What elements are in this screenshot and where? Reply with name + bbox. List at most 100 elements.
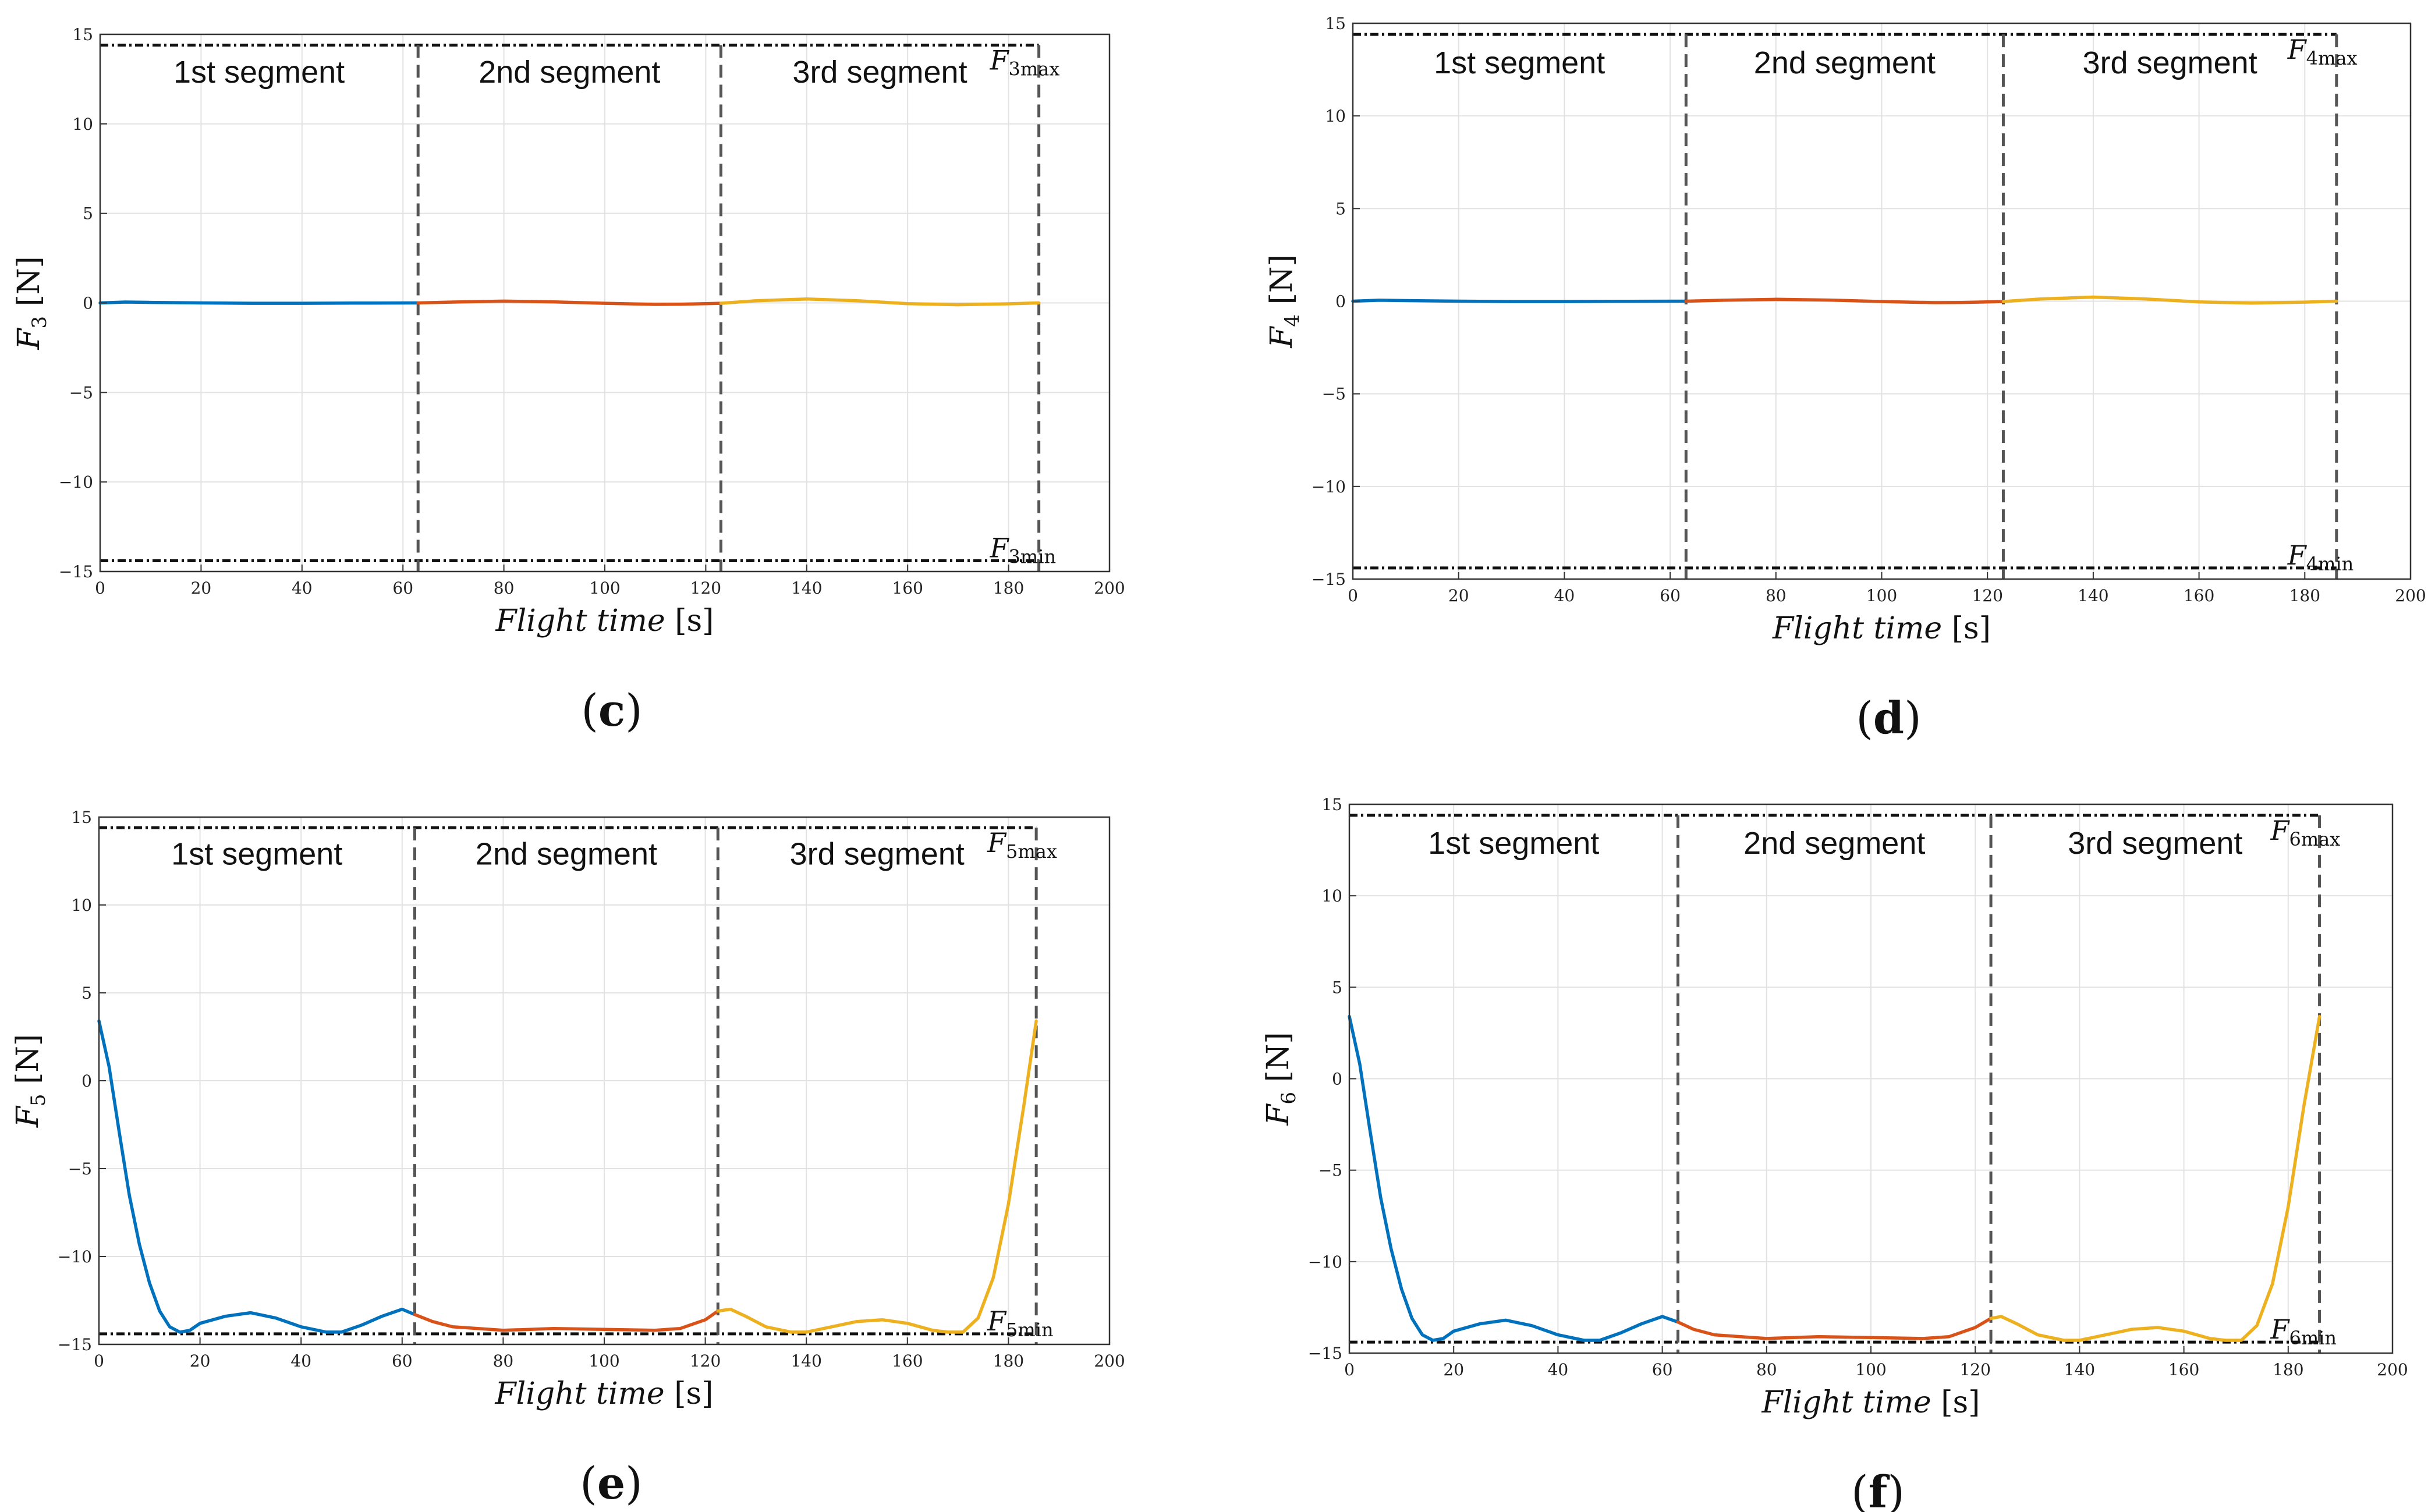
x-tick-label: 40 <box>290 1351 311 1371</box>
x-tick-label: 60 <box>1652 1360 1673 1379</box>
x-tick-label: 100 <box>589 1351 619 1371</box>
y-tick-label: 5 <box>83 204 93 223</box>
x-axis-title: Flight time [s] <box>495 604 714 638</box>
series-line-3 <box>716 1019 1038 1334</box>
y-tick-label: 15 <box>72 25 93 44</box>
x-tick-label: 180 <box>993 1351 1024 1371</box>
y-tick-label: 0 <box>1335 292 1346 311</box>
segment-label: 3rd segment <box>792 55 967 90</box>
y-tick-label: −15 <box>59 562 93 581</box>
y-tick-label: 15 <box>71 808 92 827</box>
y-tick-label: −5 <box>68 1159 92 1179</box>
x-tick-label: 140 <box>791 578 822 598</box>
x-tick-label: 180 <box>2273 1360 2303 1379</box>
x-tick-label: 0 <box>1344 1360 1355 1379</box>
panel-c: 0 20 40 60 80 100 120 140 160 180 200 −15 −10 −5 0 5 10 1… <box>12 25 1125 736</box>
x-tick-label: 120 <box>1959 1360 1990 1379</box>
y-tick-label: 5 <box>1332 978 1342 997</box>
x-tick-label: 60 <box>392 1351 413 1371</box>
y-tick-label: 5 <box>1335 199 1346 218</box>
panel-label: (c) <box>581 684 643 736</box>
series-line-2 <box>413 1309 720 1332</box>
panel-label: (f) <box>1851 1466 1905 1512</box>
max-bound-label: F6max <box>2270 815 2341 850</box>
x-tick-label: 100 <box>1866 586 1897 605</box>
y-tick-label: 15 <box>1321 795 1342 814</box>
x-tick-label: 60 <box>392 578 413 598</box>
y-tick-label: 10 <box>72 115 93 134</box>
series-line-1 <box>1351 299 1688 303</box>
x-tick-label: 160 <box>2168 1360 2199 1379</box>
series-line-3 <box>1989 1014 2321 1342</box>
max-bound-label: F5max <box>987 827 1057 863</box>
series-line-1 <box>97 1019 417 1334</box>
segment-label: 3rd segment <box>790 837 965 872</box>
x-tick-label: 120 <box>690 1351 721 1371</box>
y-axis-title: F5 [N] <box>10 1034 50 1128</box>
panel-e: 0 20 40 60 80 100 120 140 160 180 200 −15 −10 −5 0 5 10 1… <box>10 808 1125 1509</box>
min-bound-label: F6min <box>2270 1314 2337 1349</box>
x-tick-label: 160 <box>892 1351 923 1371</box>
x-tick-label: 20 <box>1448 586 1469 605</box>
segment-label: 3rd segment <box>2083 45 2257 80</box>
y-tick-label: −5 <box>1318 1161 1342 1180</box>
segment-label: 2nd segment <box>1754 45 1936 80</box>
y-tick-label: −15 <box>1312 570 1346 589</box>
y-tick-label: 10 <box>1321 886 1342 906</box>
x-tick-label: 120 <box>690 578 721 598</box>
x-tick-label: 80 <box>493 1351 514 1371</box>
x-tick-label: 40 <box>1554 586 1575 605</box>
max-bound-label: F4max <box>2287 34 2358 69</box>
y-axis-title: F3 [N] <box>12 256 51 350</box>
y-tick-label: −10 <box>1308 1252 1342 1272</box>
segment-label: 1st segment <box>1434 45 1605 80</box>
y-tick-label: −10 <box>58 1247 92 1266</box>
y-tick-label: 10 <box>71 896 92 915</box>
panel-d: 0 20 40 60 80 100 120 140 160 180 200 −15 −10 −5 0 5 10 1… <box>1264 14 2426 744</box>
segment-label: 1st segment <box>1428 826 1599 861</box>
y-tick-label: −10 <box>59 473 93 492</box>
x-tick-label: 100 <box>589 578 620 598</box>
x-tick-label: 200 <box>2395 586 2426 605</box>
segment-label: 3rd segment <box>2068 826 2242 861</box>
x-tick-label: 140 <box>2078 586 2108 605</box>
y-tick-label: −10 <box>1312 477 1346 496</box>
x-tick-label: 120 <box>1972 586 2002 605</box>
y-tick-label: 0 <box>81 1071 92 1091</box>
y-axis-title: F4 [N] <box>1264 254 1304 348</box>
y-tick-label: 15 <box>1325 14 1346 33</box>
y-tick-label: 5 <box>81 984 92 1003</box>
panel-label: (d) <box>1856 692 1921 744</box>
x-tick-label: 180 <box>2289 586 2320 605</box>
x-tick-label: 80 <box>494 578 515 598</box>
x-tick-label: 60 <box>1660 586 1681 605</box>
segment-label: 2nd segment <box>476 837 657 872</box>
y-tick-label: −15 <box>58 1335 92 1354</box>
x-tick-label: 80 <box>1766 586 1787 605</box>
x-axis-title: Flight time [s] <box>495 1376 714 1411</box>
x-axis-title: Flight time [s] <box>1772 611 1991 646</box>
y-tick-label: 10 <box>1325 107 1346 126</box>
x-tick-label: 140 <box>2064 1360 2095 1379</box>
x-tick-label: 40 <box>1548 1360 1569 1379</box>
x-tick-label: 160 <box>892 578 923 598</box>
x-tick-label: 200 <box>1094 1351 1125 1371</box>
x-tick-label: 0 <box>94 1351 104 1371</box>
segment-label: 1st segment <box>171 837 342 872</box>
x-tick-label: 80 <box>1756 1360 1777 1379</box>
x-tick-label: 200 <box>1094 578 1125 598</box>
series-line-2 <box>1684 297 2005 304</box>
y-tick-label: −5 <box>1322 385 1346 404</box>
series-line-1 <box>1348 1014 1680 1342</box>
x-tick-label: 180 <box>993 578 1024 598</box>
segment-label: 1st segment <box>173 55 345 90</box>
x-tick-label: 20 <box>190 1351 211 1371</box>
series-line-1 <box>98 300 420 305</box>
min-bound-label: F3min <box>990 533 1056 568</box>
min-bound-label: F5min <box>987 1305 1053 1341</box>
panel-f: 0 20 40 60 80 100 120 140 160 180 200 −15 −10 −5 0 5 10 1… <box>1261 795 2408 1512</box>
x-tick-label: 0 <box>1348 586 1358 605</box>
y-axis-title: F6 [N] <box>1261 1032 1300 1126</box>
x-tick-label: 20 <box>191 578 212 598</box>
x-tick-label: 160 <box>2184 586 2214 605</box>
